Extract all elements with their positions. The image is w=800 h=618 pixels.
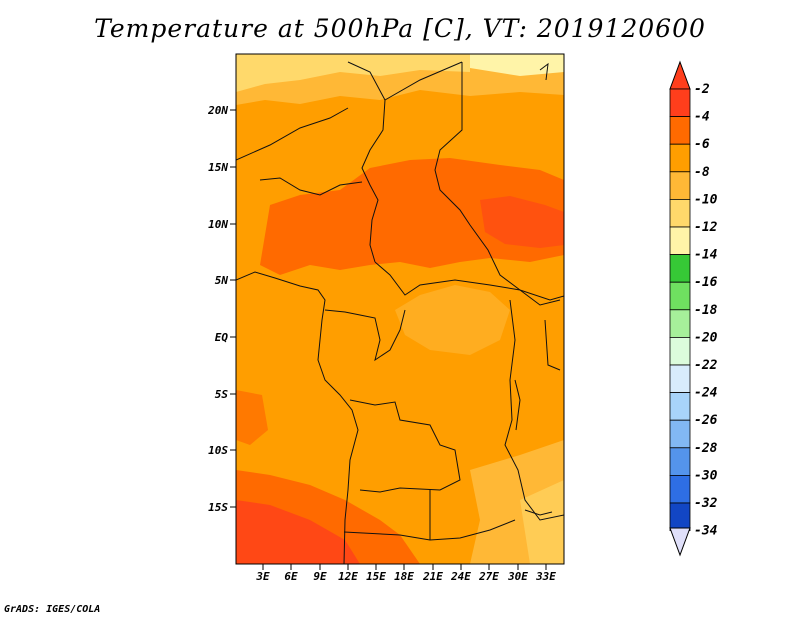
x-tick-label: 3E	[255, 570, 270, 583]
map-title: Temperature at 500hPa [C], VT: 201912060…	[94, 14, 706, 43]
borders	[236, 61, 564, 564]
border-car-drc	[374, 261, 564, 301]
x-tick-label: 33E	[535, 570, 556, 583]
border-mali-niger	[236, 107, 349, 161]
y-axis: 20N 15N 10N 5N EQ 5S 10S 15S	[207, 104, 236, 514]
border-uganda	[519, 289, 561, 306]
colorbar-label: -24	[694, 386, 718, 401]
field-sahel-hot-spot	[480, 196, 564, 248]
lake-tanganyika	[514, 379, 521, 431]
y-tick-label: 15S	[208, 501, 228, 514]
colorbar-label: -10	[694, 192, 718, 207]
colorbar-swatch	[669, 309, 691, 338]
colorbar-label: -22	[694, 358, 718, 373]
colorbar-bottom-arrow	[669, 527, 691, 557]
border-nigeria-north	[259, 177, 363, 196]
y-tick-label: 20N	[207, 104, 228, 117]
colorbar-top-arrow	[669, 60, 691, 90]
field-central-patch	[395, 285, 510, 355]
x-axis: 3E 6E 9E 12E 15E 18E 21E 24E 27E 30E 33E	[255, 564, 556, 583]
field-southwest-hot	[236, 500, 360, 564]
colorbar-label: -18	[694, 303, 718, 318]
field-north-coolest-band	[470, 54, 564, 76]
colorbar-swatch	[669, 336, 691, 366]
map-frame	[235, 53, 565, 565]
x-tick-label: 15E	[366, 570, 386, 583]
colorbar-swatch	[669, 419, 691, 449]
colorbar-swatch	[669, 474, 691, 504]
colorbar-swatch	[669, 447, 691, 476]
field-west-patch	[236, 390, 268, 445]
border-chad-sudan	[434, 62, 521, 291]
colorbar-label: -8	[694, 165, 710, 180]
atlantic-coastline	[236, 271, 359, 564]
colorbar-label: -28	[694, 441, 718, 456]
temperature-field	[236, 54, 564, 564]
red-sea-edge	[539, 62, 549, 81]
lake-victoria-edge	[544, 319, 561, 371]
colorbar-swatch	[669, 198, 691, 228]
colorbar-swatch	[669, 392, 691, 421]
border-gabon-congo	[324, 309, 406, 362]
colorbar-label: -2	[694, 82, 710, 97]
colorbar-swatch	[669, 281, 691, 311]
y-tick-label: 10N	[208, 218, 228, 231]
x-tick-label: 30E	[507, 570, 528, 583]
colorbar-swatch	[669, 226, 691, 256]
x-tick-label: 24E	[450, 570, 471, 583]
x-tick-label: 21E	[422, 570, 443, 583]
x-tick-label: 6E	[284, 570, 298, 583]
colorbar-swatch	[669, 502, 691, 532]
colorbar-label: -32	[694, 496, 718, 511]
lake-kariba	[524, 509, 553, 516]
colorbar-label: -20	[694, 330, 718, 345]
colorbar-swatch	[669, 88, 691, 118]
colorbar-swatch	[669, 364, 691, 394]
colorbar-swatch	[669, 143, 691, 173]
field-north-cool-band	[236, 54, 470, 92]
y-tick-label: 5N	[215, 274, 229, 287]
y-tick-label: EQ	[215, 331, 229, 344]
border-angola	[349, 399, 461, 493]
y-tick-label: 5S	[215, 388, 229, 401]
colorbar-label: -4	[694, 110, 710, 125]
colorbar-swatch	[669, 116, 691, 145]
border-namibia-botswana	[343, 519, 516, 541]
colorbar-label: -14	[694, 248, 718, 263]
colorbar-label: -16	[694, 275, 718, 290]
colorbar-label: -26	[694, 413, 718, 428]
x-tick-label: 12E	[338, 570, 358, 583]
colorbar-swatch	[669, 171, 691, 200]
x-tick-label: 27E	[478, 570, 499, 583]
grads-credit: GrADS: IGES/COLA	[4, 604, 101, 615]
colorbar-label: -12	[694, 220, 718, 235]
border-niger-chad	[347, 61, 386, 263]
field-southeast-cool	[520, 480, 564, 564]
border-libya-chad	[384, 61, 463, 101]
x-tick-label: 18E	[394, 570, 414, 583]
y-tick-label: 15N	[208, 161, 228, 174]
colorbar-label: -34	[694, 524, 718, 539]
colorbar: -2 -4 -6 -8 -10 -12 -14 -16 -18 -20 -22 -24 -26 -28 -3…	[669, 60, 718, 557]
field-sahel-band	[260, 158, 564, 275]
y-tick-label: 10S	[208, 444, 228, 457]
colorbar-swatch	[669, 254, 691, 283]
colorbar-label: -6	[694, 137, 710, 152]
colorbar-label: -30	[694, 468, 718, 483]
x-tick-label: 9E	[313, 570, 327, 583]
